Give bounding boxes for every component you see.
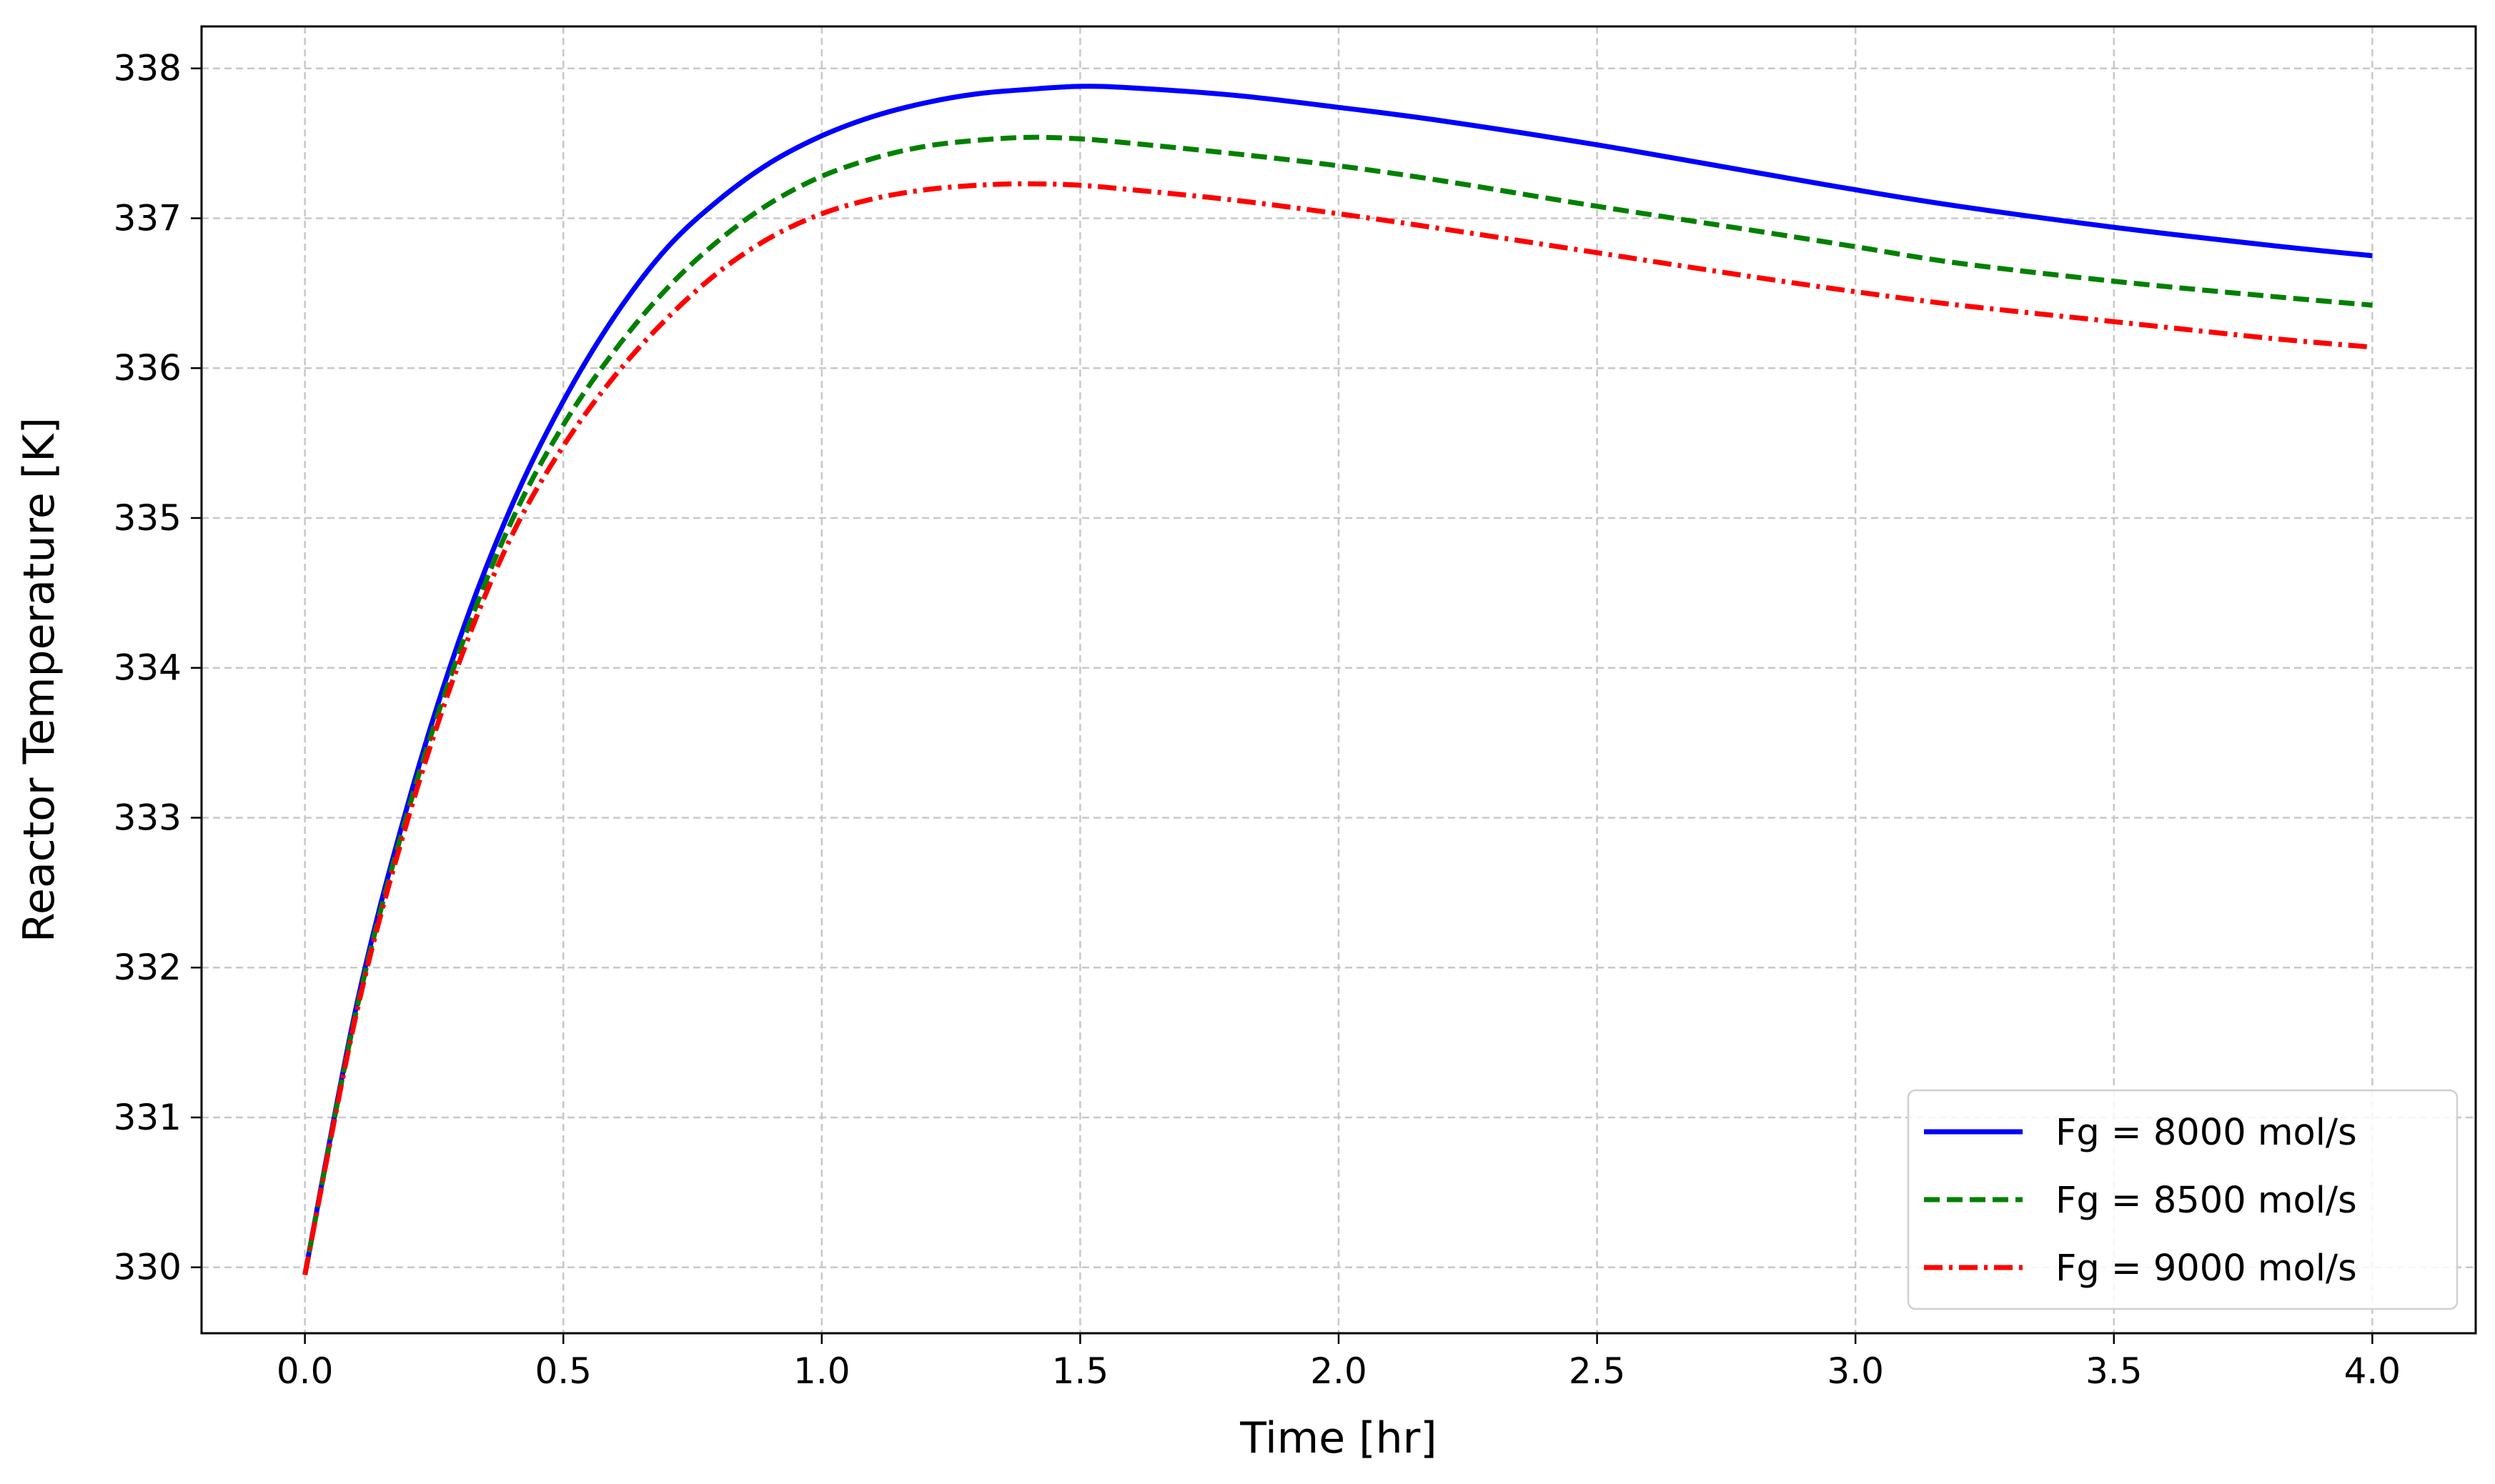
- x-tick-label: 2.5: [1569, 1350, 1626, 1392]
- y-tick-label: 331: [114, 1097, 182, 1138]
- x-tick-label: 3.0: [1827, 1350, 1884, 1392]
- x-tick-label: 1.0: [793, 1350, 850, 1392]
- y-tick-label: 337: [114, 197, 182, 239]
- series-layer: [302, 84, 2373, 1275]
- series-line-1: [302, 84, 2373, 1275]
- x-tick-label: 3.5: [2085, 1350, 2143, 1392]
- y-tick-label: 330: [114, 1247, 182, 1288]
- legend-box: [1907, 1089, 2459, 1310]
- x-tick-label: 1.5: [1052, 1350, 1109, 1392]
- y-tick-label: 333: [114, 797, 182, 838]
- x-tick-label: 4.0: [2344, 1350, 2401, 1392]
- y-tick-label: 338: [114, 48, 182, 89]
- y-tick-label: 336: [114, 347, 182, 389]
- legend: Fg = 8000 mol/s Fg = 8500 mol/s Fg = 9000 …: [1907, 1089, 2459, 1310]
- x-axis-label: Time [hr]: [1239, 1413, 1437, 1463]
- y-axis-label: Reactor Temperature [K]: [14, 417, 64, 942]
- legend-label-3: Fg = 9000 mol/s: [2055, 1248, 2357, 1290]
- y-tick-label: 334: [114, 647, 182, 689]
- y-tick-label: 335: [114, 497, 182, 539]
- legend-label-2: Fg = 8500 mol/s: [2055, 1180, 2357, 1222]
- x-tick-label: 0.5: [535, 1350, 592, 1392]
- x-tick-label: 2.0: [1310, 1350, 1367, 1392]
- grid-lines: [202, 26, 2476, 1333]
- x-tick-label: 0.0: [277, 1350, 334, 1392]
- y-tick-label: 332: [114, 947, 182, 988]
- legend-label-1: Fg = 8000 mol/s: [2055, 1112, 2357, 1154]
- series-line-2: [302, 134, 2373, 1275]
- y-axis-ticks: 330 331 332 333 334 335 336 337 338: [114, 48, 202, 1288]
- x-axis-ticks: 0.0 0.5 1.0 1.5 2.0 2.5 3.0 3.5 4.0: [277, 1333, 2401, 1392]
